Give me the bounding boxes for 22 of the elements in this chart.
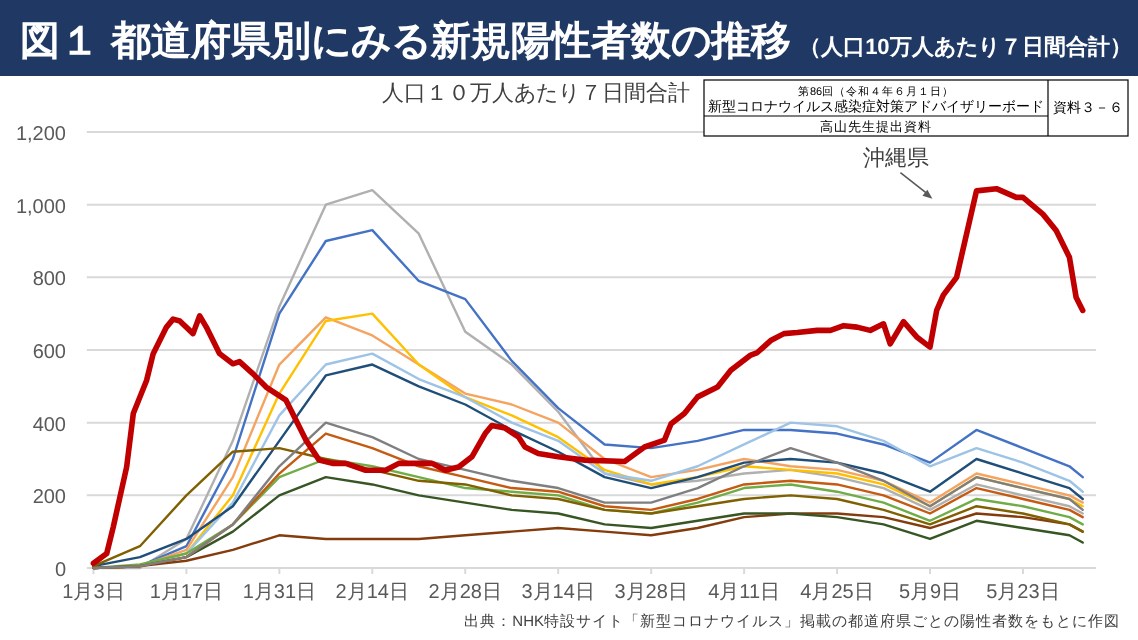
- chart-subtitle: （人口10万人あたり７日間合計）: [799, 34, 1132, 60]
- x-tick-label: 5月23日: [986, 582, 1060, 604]
- y-tick-label: 400: [32, 414, 67, 437]
- x-tick-label: 5月9日: [898, 582, 962, 604]
- chart-title: 図１ 都道府県別にみる新規陽性者数の推移: [20, 18, 792, 64]
- x-tick-label: 2月28日: [428, 582, 502, 604]
- x-tick-label: 1月31日: [242, 582, 317, 604]
- x-tick-label: 4月25日: [800, 582, 874, 604]
- x-tick-label: 3月14日: [521, 582, 595, 604]
- y-tick-label: 800: [32, 269, 67, 292]
- x-tick-label: 1月3日: [62, 582, 125, 604]
- text: 沖縄県: [863, 144, 930, 171]
- x-tick-label: 4月11日: [708, 582, 781, 604]
- y-tick-label: 0: [54, 560, 67, 582]
- y-tick-label: 1,200: [15, 124, 67, 146]
- x-tick-label: 3月28日: [614, 582, 688, 604]
- x-tick-label: 2月14日: [335, 582, 409, 604]
- y-axis-title: 人口１０万人あたり７日間合計: [382, 80, 690, 106]
- x-tick-label: 1月17日: [149, 582, 224, 604]
- y-tick-label: 600: [32, 342, 67, 364]
- y-tick-label: 1,000: [15, 196, 67, 219]
- y-tick-label: 200: [32, 487, 67, 510]
